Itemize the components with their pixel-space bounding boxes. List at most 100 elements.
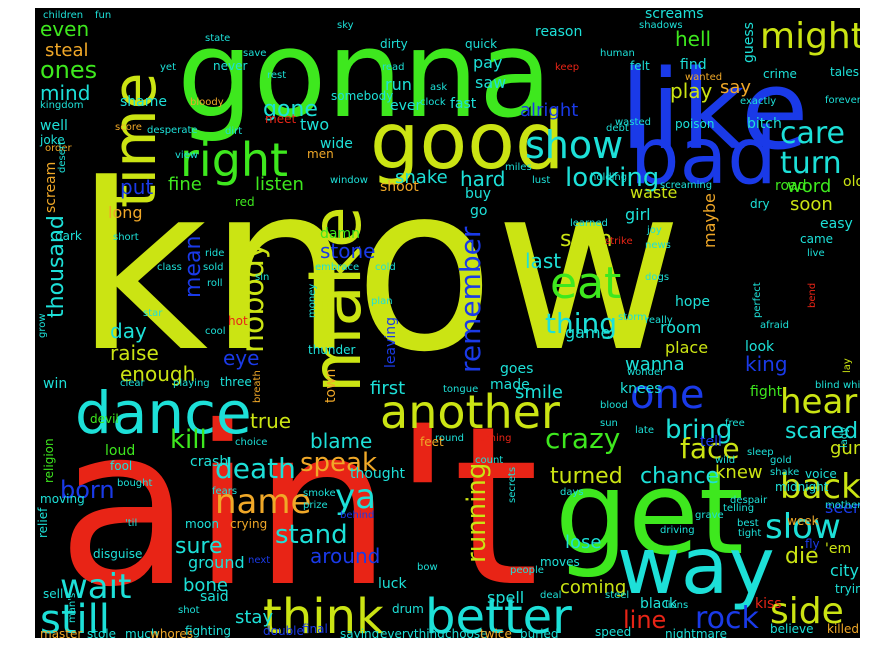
word-came-137: came xyxy=(800,232,833,246)
word-time-9: time xyxy=(100,72,170,208)
word-fool-247: fool xyxy=(110,459,132,473)
word-state-216: state xyxy=(205,33,230,44)
word-wonder-239: wonder xyxy=(627,367,665,378)
word-quick-203: quick xyxy=(465,37,497,51)
word-save-215: save xyxy=(243,48,266,59)
word-turned-49: turned xyxy=(550,464,623,489)
word-trying-145: trying xyxy=(835,582,860,596)
word-bitch-189: bitch xyxy=(747,116,782,132)
word-playing-242: playing xyxy=(173,378,210,389)
word-steal-72: steal xyxy=(45,40,89,61)
word-gold-284: gold xyxy=(770,455,792,466)
word-leaving-116: leaving xyxy=(383,317,399,368)
word-behind-251: behind xyxy=(340,510,374,521)
word-clear-244: clear xyxy=(120,378,146,389)
word-make-8: make xyxy=(298,206,377,393)
word-long-129: long xyxy=(108,203,143,222)
word-human-199: human xyxy=(600,48,635,59)
word-wasted-190: wasted xyxy=(615,117,651,128)
word-telling-268: telling xyxy=(723,503,754,514)
word-go-86: go xyxy=(470,203,487,219)
word-raise-63: raise xyxy=(110,341,159,365)
word-city-104: city xyxy=(830,561,859,580)
word-steel-260: steel xyxy=(605,590,629,601)
word-lay-272: lay xyxy=(842,358,853,373)
word-speed-153: speed xyxy=(595,625,631,638)
word-wanna-96: wanna xyxy=(625,354,685,375)
word-thought-89: thought xyxy=(350,466,406,482)
word-mean-61: mean xyxy=(181,236,206,298)
word-forever-195: forever xyxy=(825,95,860,106)
word-ground-108: ground xyxy=(188,553,245,572)
word-desperate-220: desperate xyxy=(147,125,198,136)
word-afraid-233: afraid xyxy=(760,320,789,331)
word-people-258: people xyxy=(510,565,544,576)
word-coming-54: coming xyxy=(560,577,626,598)
word-cloud: know ain't gonna like get good bad way make time d… xyxy=(35,8,860,638)
word-dry-139: dry xyxy=(750,197,770,211)
word-grow-237: grow xyxy=(37,313,48,338)
word-fine-57: fine xyxy=(168,174,202,195)
word-ride-171: ride xyxy=(205,248,224,259)
word-seen-43: seen xyxy=(560,227,612,252)
word-children-218: children xyxy=(43,10,83,21)
word-holding-184: holding xyxy=(590,172,627,183)
word-ever-124: ever xyxy=(390,98,422,114)
word-scared-46: scared xyxy=(785,419,858,444)
word-slow-24: slow xyxy=(765,507,841,547)
word-eye-65: eye xyxy=(223,346,259,370)
word-fun-219: fun xyxy=(95,10,111,21)
word-know-0: know xyxy=(75,136,683,403)
word-joke-127: joke xyxy=(39,133,65,147)
word-death-35: death xyxy=(215,452,296,485)
word-moving-162: moving xyxy=(40,492,85,506)
word-never-212: never xyxy=(213,59,247,73)
word-learned-182: learned xyxy=(570,218,608,229)
word-hell-66: hell xyxy=(675,27,711,51)
word-find-125: find xyxy=(680,57,707,73)
word-screams-201: screams xyxy=(645,8,704,22)
word-breath-241: breath xyxy=(252,370,263,403)
word-alright-80: alright xyxy=(520,100,578,121)
word-joy-179: joy xyxy=(646,225,662,236)
word-days-281: days xyxy=(560,487,584,498)
word-side-25: side xyxy=(770,591,844,632)
word-seems-103: seems xyxy=(825,498,860,517)
word-class-170: class xyxy=(157,262,182,273)
word-window-183: window xyxy=(330,175,368,186)
word-perfect-234: perfect xyxy=(752,282,763,318)
word-pay-120: pay xyxy=(473,53,502,72)
word-free-283: free xyxy=(725,418,745,429)
word-better-13: better xyxy=(425,589,572,638)
word-get-4: get xyxy=(555,447,744,581)
word-shoot-82: shoot xyxy=(380,179,419,195)
word-fears-246: fears xyxy=(212,486,237,497)
word-bone-107: bone xyxy=(183,575,228,596)
word-mans-273: man's xyxy=(67,593,78,623)
word-scream-227: scream xyxy=(43,162,59,213)
word-believe-143: believe xyxy=(770,622,814,636)
word-bloody-210: bloody xyxy=(190,97,224,108)
word-born-52: born xyxy=(60,476,115,504)
word-snake-59: snake xyxy=(395,167,448,188)
word-loud-114: loud xyxy=(105,443,135,459)
word-win-167: win xyxy=(43,376,67,392)
word-feet-279: feet xyxy=(420,435,444,449)
word-enough-64: enough xyxy=(120,362,195,386)
word-town-115: town xyxy=(323,369,339,403)
word-despair-266: despair xyxy=(730,495,768,506)
word-late-275: late xyxy=(635,425,654,436)
word-thousand-79: thousand xyxy=(44,215,69,318)
word-clock-208: clock xyxy=(420,97,446,108)
word-smoke-249: smoke xyxy=(303,488,336,499)
word-knees-99: knees xyxy=(620,381,662,397)
word-first-75: first xyxy=(370,378,405,399)
word-back-23: back xyxy=(780,467,860,507)
word-remember-27: remember xyxy=(454,226,487,373)
word-order-225: order xyxy=(45,143,73,154)
word-kill-36: kill xyxy=(170,425,207,455)
word-lady-271: lady xyxy=(839,427,850,448)
word-twice-156: twice xyxy=(480,627,512,638)
word-king-95: king xyxy=(745,352,788,376)
